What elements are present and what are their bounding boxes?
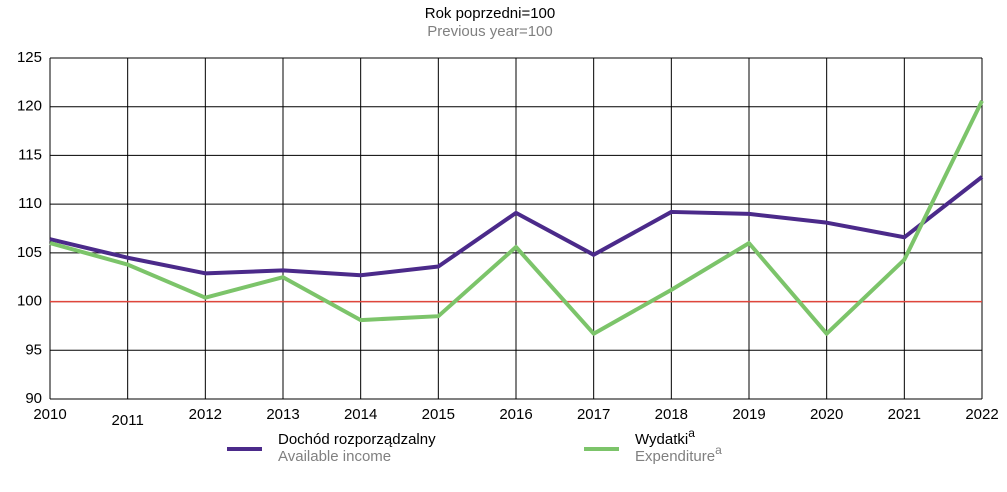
series-line bbox=[49, 175, 984, 278]
y-tick-label: 110 bbox=[18, 195, 42, 212]
x-tick-label: 2014 bbox=[344, 406, 377, 423]
x-tick-label: 2022 bbox=[965, 406, 998, 423]
y-tick-label: 90 bbox=[25, 390, 42, 407]
legend-footnote: a bbox=[688, 426, 695, 440]
legend-name-en: Available income bbox=[278, 448, 391, 465]
x-tick-label: 2019 bbox=[732, 406, 765, 423]
y-tick-label: 115 bbox=[18, 146, 42, 163]
x-tick-label: 2012 bbox=[189, 406, 222, 423]
x-tick-label: 2015 bbox=[422, 406, 455, 423]
y-tick-label: 120 bbox=[17, 98, 42, 115]
legend-label: Wydatkia bbox=[635, 426, 695, 448]
legend-name: Wydatki bbox=[635, 431, 688, 448]
legend-label-en: Available income bbox=[278, 448, 391, 465]
x-tick-label: 2016 bbox=[499, 406, 532, 423]
x-tick-label: 2020 bbox=[810, 406, 843, 423]
y-tick-label: 100 bbox=[17, 293, 42, 310]
legend-label-en: Expenditurea bbox=[635, 443, 722, 465]
legend-footnote-en: a bbox=[715, 443, 722, 457]
chart-subtitle: Previous year=100 bbox=[427, 23, 553, 40]
chart-title: Rok poprzedni=100 bbox=[425, 5, 556, 22]
legend-name-en: Expenditure bbox=[635, 448, 715, 465]
x-tick-label: 2013 bbox=[266, 406, 299, 423]
x-tick-label: 2011 bbox=[112, 412, 144, 429]
x-tick-label: 2017 bbox=[577, 406, 610, 423]
series-line bbox=[49, 99, 984, 336]
y-tick-label: 105 bbox=[17, 244, 42, 261]
x-tick-label: 2021 bbox=[888, 406, 921, 423]
legend-name: Dochód rozporządzalny bbox=[278, 431, 436, 448]
x-tick-label: 2018 bbox=[655, 406, 688, 423]
legend-label: Dochód rozporządzalny bbox=[278, 431, 436, 448]
x-tick-label: 2010 bbox=[33, 406, 66, 423]
y-tick-label: 95 bbox=[25, 341, 42, 358]
y-tick-label: 125 bbox=[17, 49, 42, 66]
